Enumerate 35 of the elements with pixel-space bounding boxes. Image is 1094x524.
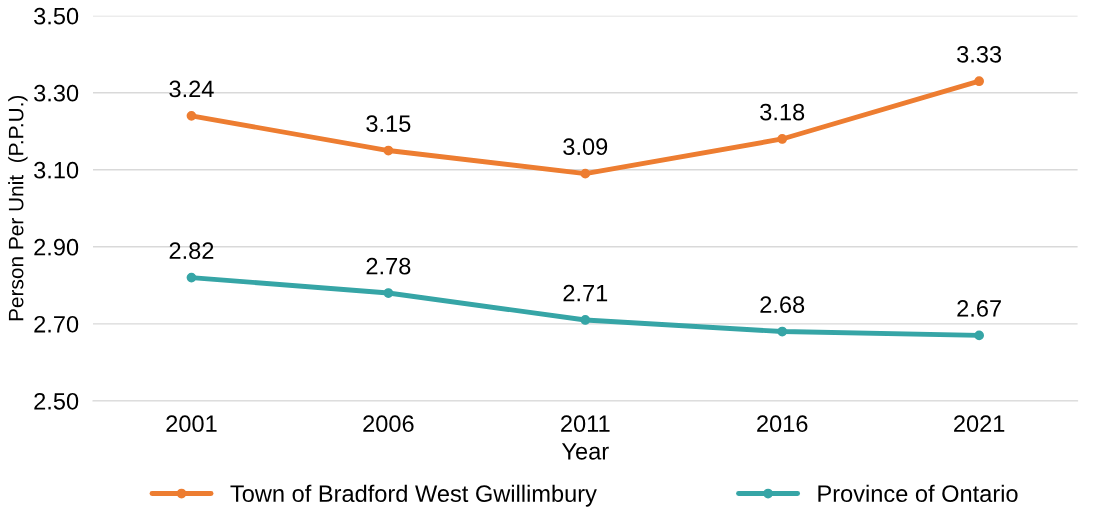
data-label: 2.67 <box>957 300 1001 317</box>
point <box>383 288 394 298</box>
y-tick-label: 2.70 <box>34 315 79 333</box>
y-tick-label: 2.90 <box>34 238 79 256</box>
y-axis-title: Person Per Unit (P.P.U.) <box>8 95 28 321</box>
legend-label: Province of Ontario <box>818 484 1018 503</box>
x-tick-label: 2006 <box>363 415 414 433</box>
x-tick-label: 2001 <box>166 415 217 433</box>
data-label: 3.18 <box>760 103 805 121</box>
data-label: 2.82 <box>169 242 214 260</box>
point <box>974 330 984 341</box>
y-tick-label: 3.30 <box>34 84 79 102</box>
point <box>186 110 197 121</box>
y-tick-label: 3.50 <box>34 7 79 25</box>
data-label: 3.33 <box>957 45 1002 63</box>
point <box>974 76 984 87</box>
y-tick-label: 2.50 <box>34 392 79 410</box>
legend-label: Town of Bradford West Gwillimbury <box>230 484 597 507</box>
point <box>580 168 591 179</box>
data-label: 3.09 <box>563 138 608 156</box>
y-tick-label: 3.10 <box>34 161 79 179</box>
data-label: 3.15 <box>366 115 411 132</box>
data-label: 2.78 <box>366 257 411 275</box>
data-label: 2.71 <box>563 284 608 302</box>
data-label: 3.24 <box>169 80 214 98</box>
x-axis-title: Year <box>561 443 609 460</box>
point <box>777 326 788 337</box>
x-tick-label: 2021 <box>954 415 1005 433</box>
point <box>580 315 591 325</box>
point <box>186 272 197 283</box>
point <box>383 145 394 156</box>
x-tick-label: 2011 <box>561 415 610 433</box>
point <box>777 134 788 144</box>
data-label: 2.68 <box>760 296 805 313</box>
x-tick-label: 2016 <box>757 415 808 433</box>
